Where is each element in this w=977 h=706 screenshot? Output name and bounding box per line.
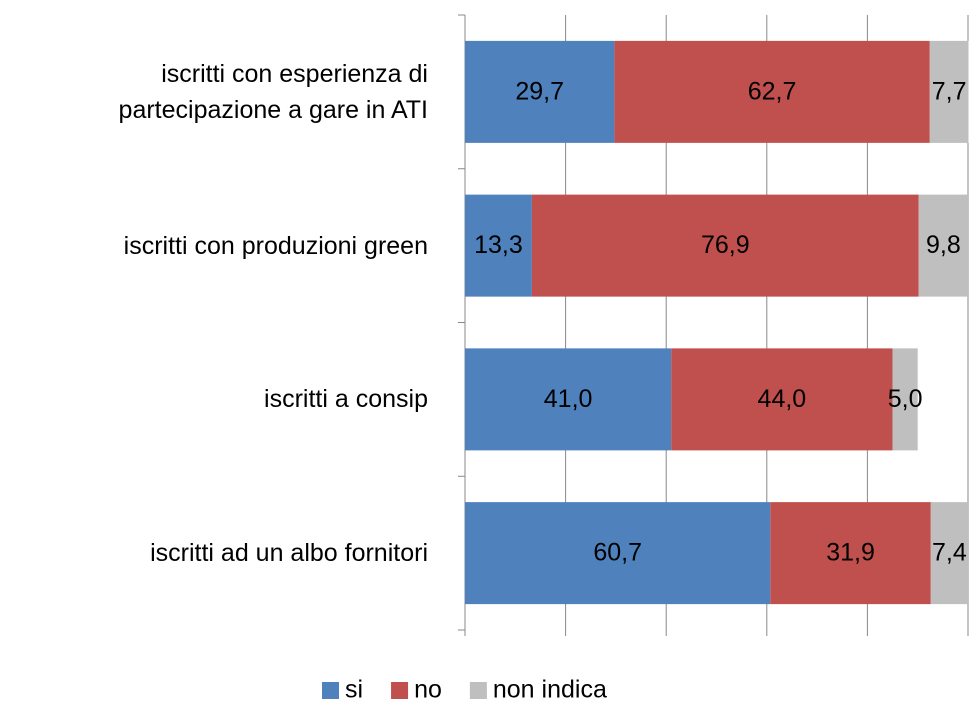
value-label: 9,8 (926, 231, 961, 259)
value-label: 5,0 (888, 385, 923, 413)
bar-segment (918, 194, 968, 297)
value-label: 13,3 (474, 231, 523, 259)
category-label: iscritti a consip (264, 385, 428, 414)
bar-segment (465, 502, 771, 605)
legend-swatch (391, 682, 409, 699)
value-label: 7,4 (932, 539, 967, 567)
bar-segment (614, 40, 930, 143)
value-label: 29,7 (515, 77, 564, 105)
legend-swatch (469, 682, 487, 699)
bar-segment (465, 40, 615, 143)
bar-segment (671, 348, 893, 451)
category-label: iscritti ad un albo fornitori (150, 539, 428, 568)
bar-segment (531, 194, 919, 297)
legend-label: non indica (493, 676, 607, 704)
category-label: iscritti con produzioni green (123, 231, 428, 260)
value-label: 62,7 (748, 77, 797, 105)
category-label: iscritti con esperienza di partecipazion… (118, 59, 428, 124)
bar-segment (465, 348, 672, 451)
value-label: 76,9 (701, 231, 750, 259)
legend-label: si (345, 676, 363, 704)
bar-segment (929, 40, 969, 143)
legend-swatch (322, 682, 339, 699)
legend-label: no (414, 676, 442, 704)
value-label: 41,0 (544, 385, 593, 413)
value-label: 60,7 (593, 539, 642, 567)
value-label: 7,7 (932, 77, 967, 105)
bar-segment (770, 502, 931, 605)
bar-segment (465, 194, 532, 297)
bar-segment (892, 348, 918, 451)
value-label: 31,9 (826, 539, 875, 567)
value-label: 44,0 (758, 385, 807, 413)
bar-segment (930, 502, 968, 605)
